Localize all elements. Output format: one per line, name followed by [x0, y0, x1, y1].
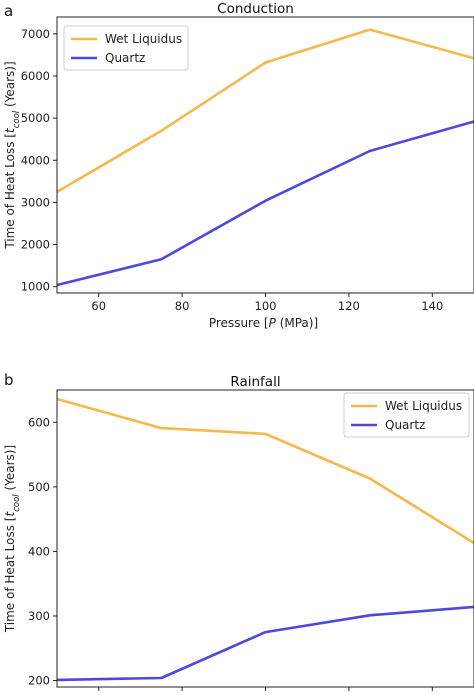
- y-tick-label: 200: [28, 674, 50, 688]
- y-axis-label: Time of Heat Loss [tcool (Years)]: [3, 61, 22, 249]
- legend-entry: Quartz: [105, 51, 145, 65]
- y-tick-label: 4000: [21, 153, 50, 167]
- x-tick-label: 100: [255, 299, 277, 313]
- y-tick-label: 500: [28, 480, 50, 494]
- series-line-wet-liquidus: [56, 28, 474, 194]
- x-tick-label: 140: [421, 693, 443, 695]
- y-tick-label: 7000: [21, 27, 50, 41]
- y-axis-label: Time of Heat Loss [tcool (Years)]: [3, 445, 22, 633]
- x-tick-label: 80: [175, 693, 190, 695]
- panel-label: b: [4, 371, 14, 389]
- x-tick-label: 80: [175, 299, 190, 313]
- y-tick-label: 2000: [21, 238, 50, 252]
- chart-panel-a: a Conduction 60 80 100 120 140 1000 2000 3000 4000…: [3, 1, 474, 330]
- series-line-quartz: [56, 605, 474, 682]
- y-tick-label: 1000: [21, 280, 50, 294]
- legend-entry: Wet Liquidus: [105, 32, 182, 46]
- y-tick-label: 300: [28, 609, 50, 623]
- legend-entry: Quartz: [385, 418, 425, 432]
- series-line-wet-liquidus: [56, 397, 474, 545]
- x-axis-label: Pressure [P (MPa)]: [209, 316, 318, 330]
- chart-title: Rainfall: [230, 374, 280, 390]
- y-tick-label: 5000: [21, 111, 50, 125]
- x-tick-label: 120: [338, 299, 360, 313]
- chart-title: Conduction: [217, 1, 294, 17]
- chart-panel-b: bRainfall6080100120140200300400500600Pre…: [3, 371, 474, 695]
- x-tick-label: 120: [338, 693, 360, 695]
- y-tick-label: 6000: [21, 69, 50, 83]
- x-tick-label: 60: [91, 299, 106, 313]
- legend: Wet Liquidus Quartz: [63, 25, 189, 71]
- series-line-quartz: [56, 120, 474, 287]
- x-tick-label: 140: [421, 299, 443, 313]
- y-tick-label: 3000: [21, 195, 50, 209]
- y-tick-label: 600: [28, 415, 50, 429]
- legend-entry: Wet Liquidus: [385, 399, 462, 413]
- x-tick-label: 60: [91, 693, 106, 695]
- legend: Wet Liquidus Quartz: [343, 392, 470, 438]
- panel-label: a: [4, 2, 13, 20]
- y-tick-label: 400: [28, 544, 50, 558]
- x-tick-label: 100: [255, 693, 277, 695]
